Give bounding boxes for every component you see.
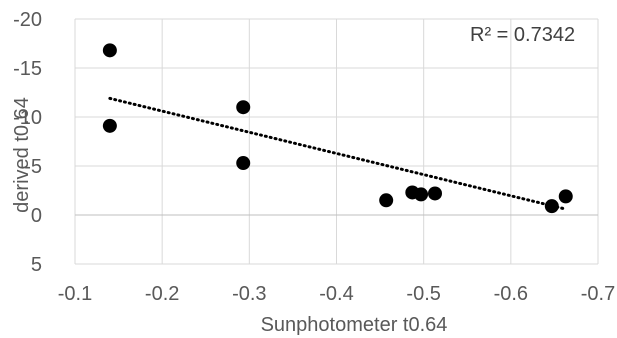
points-group (102, 43, 573, 214)
data-point (236, 100, 251, 115)
y-tick-labels: -20 -15 -10 -5 0 5 (13, 9, 42, 276)
data-point (379, 193, 394, 208)
x-tick-labels: -0.1 -0.2 -0.3 -0.4 -0.5 -0.6 -0.7 (58, 283, 615, 305)
x-tick-label: -0.1 (58, 283, 92, 305)
data-point (558, 189, 573, 204)
data-point (236, 156, 251, 171)
x-tick-label: -0.4 (319, 283, 353, 305)
r-squared-annotation: R² = 0.7342 (470, 24, 575, 46)
trendline-group (108, 96, 568, 211)
y-tick-label: 5 (31, 254, 42, 276)
y-tick-label: -5 (24, 156, 42, 178)
x-tick-label: -0.6 (494, 283, 528, 305)
y-tick-label: -15 (13, 58, 42, 80)
x-tick-label: -0.3 (232, 283, 266, 305)
data-point (427, 186, 442, 201)
data-point (544, 199, 559, 214)
trendline (108, 96, 568, 211)
y-tick-label: 0 (31, 205, 42, 227)
data-point (102, 43, 117, 58)
y-tick-label: -20 (13, 9, 42, 31)
grid-lines (74, 18, 599, 265)
data-point (102, 118, 117, 133)
x-tick-label: -0.2 (145, 283, 179, 305)
data-point (414, 187, 429, 202)
x-tick-label: -0.7 (581, 283, 615, 305)
x-tick-label: -0.5 (406, 283, 440, 305)
y-axis-title: derived t0.64 (11, 97, 33, 213)
y-tick-label: -10 (13, 107, 42, 129)
x-axis-title: Sunphotometer t0.64 (261, 314, 448, 336)
